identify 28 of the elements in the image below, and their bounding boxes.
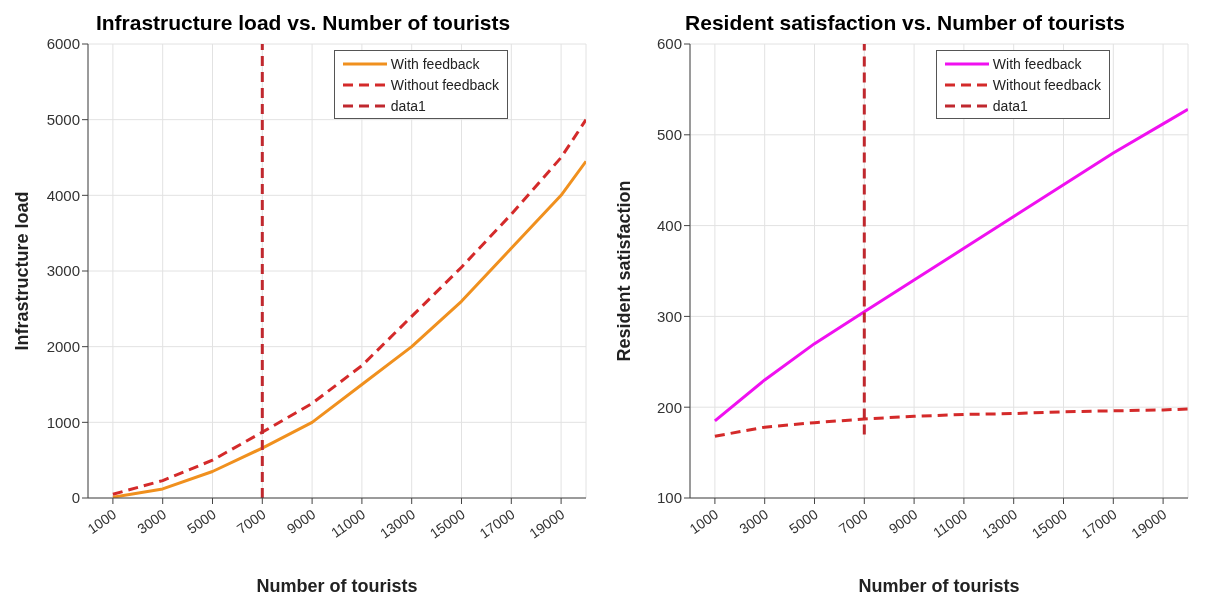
legend-label: With feedback — [992, 55, 1082, 72]
y-axis-title: Infrastructure load — [12, 191, 33, 351]
y-tick-label: 100 — [656, 489, 682, 507]
legend-label: Without feedback — [390, 76, 499, 93]
y-tick-label: 2000 — [46, 337, 80, 355]
y-axis-title: Resident satisfaction — [614, 180, 635, 362]
y-tick-label: 200 — [656, 398, 682, 416]
line-series — [713, 407, 1188, 438]
legend-label: data1 — [992, 97, 1028, 114]
y-tick-label: 500 — [656, 126, 682, 144]
y-tick-label: 0 — [71, 489, 80, 507]
y-tick-label: 4000 — [46, 186, 80, 204]
y-tick-label: 400 — [656, 216, 682, 234]
y-tick-label: 3000 — [46, 262, 80, 280]
x-axis-title: Number of tourists — [256, 576, 418, 596]
y-tick-label: 6000 — [46, 35, 80, 53]
chart-title: Infrastructure load vs. Number of tourists — [95, 11, 511, 34]
x-tick-label: 7000 — [835, 505, 871, 537]
legend-label: With feedback — [390, 55, 480, 72]
y-tick-label: 600 — [656, 35, 682, 53]
y-tick-label: 1000 — [46, 413, 80, 431]
x-axis-title: Number of tourists — [858, 576, 1020, 596]
legend-label: Without feedback — [992, 76, 1101, 93]
x-tick-label: 7000 — [233, 505, 269, 537]
y-tick-label: 300 — [656, 307, 682, 325]
legend-label: data1 — [390, 97, 426, 114]
y-tick-label: 5000 — [46, 110, 80, 128]
chart-title: Resident satisfaction vs. Number of tourists — [685, 11, 1125, 34]
